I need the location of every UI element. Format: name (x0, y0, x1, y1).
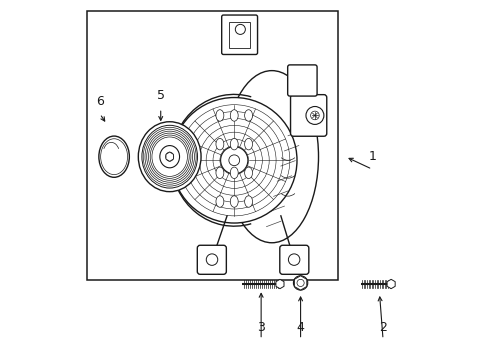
FancyBboxPatch shape (280, 245, 309, 274)
Circle shape (229, 155, 240, 166)
Text: 6: 6 (96, 95, 104, 108)
Ellipse shape (230, 167, 238, 179)
Bar (87, 12, 338, 280)
Circle shape (235, 24, 245, 35)
Circle shape (297, 279, 304, 287)
Polygon shape (276, 279, 284, 289)
Ellipse shape (160, 145, 179, 168)
Ellipse shape (245, 110, 252, 121)
Bar (229, 22, 250, 48)
Ellipse shape (216, 196, 224, 207)
Ellipse shape (230, 138, 238, 150)
Text: 2: 2 (379, 320, 387, 333)
Ellipse shape (138, 122, 201, 192)
Ellipse shape (230, 196, 238, 207)
Ellipse shape (230, 110, 238, 121)
Ellipse shape (245, 196, 252, 207)
Circle shape (206, 254, 218, 265)
Ellipse shape (245, 138, 252, 150)
Ellipse shape (216, 110, 224, 121)
Polygon shape (387, 279, 395, 289)
FancyBboxPatch shape (221, 15, 258, 54)
Ellipse shape (99, 136, 129, 177)
Text: 3: 3 (257, 320, 265, 333)
Ellipse shape (166, 152, 173, 161)
Circle shape (172, 98, 297, 223)
Polygon shape (166, 152, 173, 161)
Ellipse shape (216, 167, 224, 179)
FancyBboxPatch shape (288, 65, 317, 96)
Circle shape (289, 254, 300, 265)
FancyBboxPatch shape (291, 95, 327, 136)
Circle shape (306, 107, 324, 125)
Circle shape (220, 147, 248, 174)
FancyBboxPatch shape (197, 245, 226, 274)
Ellipse shape (225, 71, 318, 243)
Text: 1: 1 (368, 150, 376, 163)
Ellipse shape (216, 138, 224, 150)
Circle shape (311, 111, 319, 120)
Polygon shape (294, 276, 307, 290)
Text: 4: 4 (296, 320, 304, 333)
Text: 5: 5 (157, 89, 165, 102)
Circle shape (294, 276, 308, 290)
Ellipse shape (245, 167, 252, 179)
